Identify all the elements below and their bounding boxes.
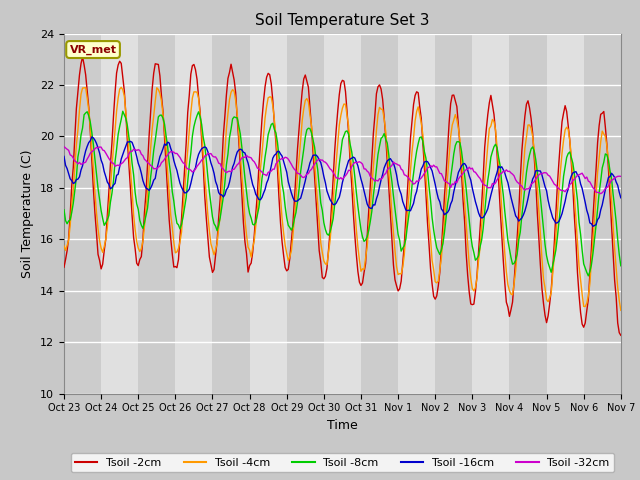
Bar <box>101 34 138 394</box>
Bar <box>435 34 472 394</box>
Bar <box>509 34 547 394</box>
Bar <box>250 34 287 394</box>
Bar <box>287 34 324 394</box>
X-axis label: Time: Time <box>327 419 358 432</box>
Bar <box>584 34 621 394</box>
Title: Soil Temperature Set 3: Soil Temperature Set 3 <box>255 13 429 28</box>
Text: VR_met: VR_met <box>70 44 116 55</box>
Legend: Tsoil -2cm, Tsoil -4cm, Tsoil -8cm, Tsoil -16cm, Tsoil -32cm: Tsoil -2cm, Tsoil -4cm, Tsoil -8cm, Tsoi… <box>70 453 614 472</box>
Bar <box>361 34 398 394</box>
Bar <box>398 34 435 394</box>
Bar <box>472 34 509 394</box>
Bar <box>175 34 212 394</box>
Bar <box>547 34 584 394</box>
Bar <box>324 34 361 394</box>
Y-axis label: Soil Temperature (C): Soil Temperature (C) <box>22 149 35 278</box>
Bar <box>64 34 101 394</box>
Bar <box>138 34 175 394</box>
Bar <box>212 34 250 394</box>
